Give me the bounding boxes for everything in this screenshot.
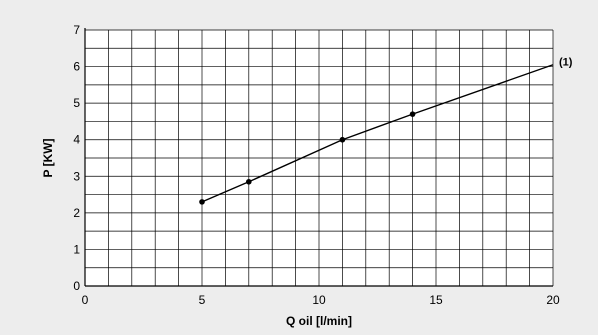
axes [84,28,553,287]
x-tick-label: 5 [199,293,206,307]
y-tick-label: 3 [73,169,80,183]
x-tick-label: 20 [546,293,560,307]
y-tick-label: 6 [73,60,80,74]
x-axis-label: Q oil [l/min] [286,314,352,328]
x-tick-label: 15 [429,293,443,307]
data-point [246,178,252,185]
data-point [199,199,205,205]
y-tick-label: 0 [73,279,80,293]
y-tick-label: 4 [73,133,80,147]
series-group: (1) [199,57,573,205]
y-tick-label: 7 [73,23,80,37]
data-point [409,111,416,117]
x-tick-label: 0 [82,293,89,307]
tick-labels: 0 5 10 15 20 0 1 2 3 4 5 6 7 [73,23,560,307]
y-tick-label: 2 [73,206,80,220]
y-axis-label: P [KW] [41,138,55,177]
data-point [339,136,346,143]
y-tick-label: 1 [73,242,80,256]
series-label: (1) [559,57,573,69]
y-tick-label: 5 [73,96,80,110]
grid [84,29,554,287]
x-tick-label: 10 [312,293,326,307]
